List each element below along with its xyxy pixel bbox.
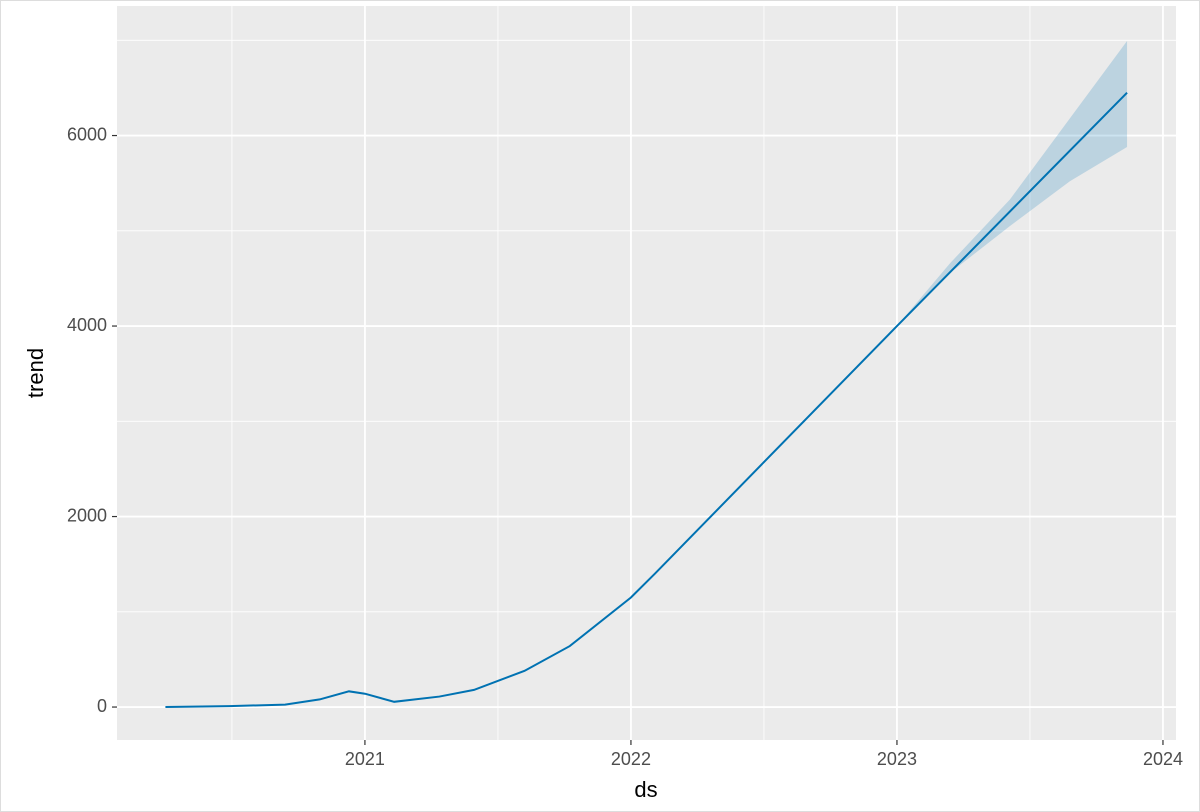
y-tick-label: 2000 [67, 505, 107, 525]
x-tick-label: 2022 [611, 749, 651, 769]
y-tick-label: 6000 [67, 124, 107, 144]
trend-line [165, 91, 1128, 709]
y-axis-title: trend [23, 348, 48, 398]
y-tick-label: 4000 [67, 315, 107, 335]
x-tick-label: 2024 [1143, 749, 1183, 769]
x-tick-label: 2023 [877, 749, 917, 769]
x-tick-label: 2021 [345, 749, 385, 769]
panel [117, 6, 1176, 740]
x-axis-title: ds [634, 777, 657, 802]
y-tick-label: 0 [97, 696, 107, 716]
